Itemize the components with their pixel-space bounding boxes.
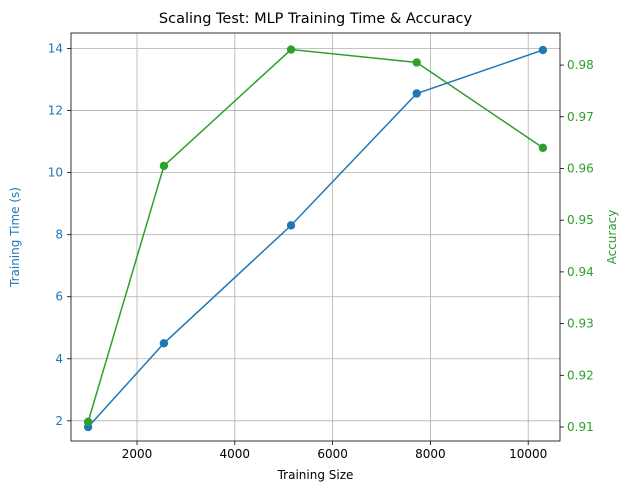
y-right-tick-label: 0.98	[567, 58, 594, 72]
axis-ticks: 2000 4000 6000 8000 10000 2 4 6 8 10 12 14 0.91 0.92 0…	[48, 42, 594, 461]
x-axis-label: Training Size	[277, 468, 354, 482]
y-right-tick-label: 0.96	[567, 161, 594, 175]
y-right-tick-label: 0.94	[567, 265, 594, 279]
x-tick-label: 4000	[220, 447, 251, 461]
y-right-tick-label: 0.95	[567, 213, 594, 227]
time-series-line	[87, 49, 544, 428]
y-right-tick-label: 0.91	[567, 420, 594, 434]
y-left-tick-label: 10	[48, 166, 63, 180]
y-left-tick-label: 4	[55, 352, 63, 366]
y-left-tick-label: 6	[55, 290, 63, 304]
accuracy-series-point	[83, 417, 93, 427]
x-tick-label: 10000	[509, 447, 547, 461]
chart-title: Scaling Test: MLP Training Time & Accura…	[159, 11, 473, 27]
y-axis-left-label: Training Time (s)	[8, 187, 22, 288]
y-left-tick-label: 2	[55, 414, 63, 428]
plot-frame	[70, 32, 561, 442]
accuracy-series-point	[159, 161, 169, 171]
y-left-tick-label: 8	[55, 228, 63, 242]
accuracy-series-point	[538, 143, 548, 152]
y-left-tick-label: 14	[48, 42, 63, 56]
time-series-point	[538, 45, 548, 55]
accuracy-series-line	[87, 48, 544, 423]
accuracy-series-point	[412, 58, 421, 67]
accuracy-series-point	[286, 45, 296, 54]
x-tick-label: 6000	[317, 447, 348, 461]
time-series-point	[412, 89, 421, 98]
time-series-point	[286, 221, 296, 230]
time-series-point	[159, 339, 169, 348]
y-axis-right-label: Accuracy	[605, 210, 619, 265]
y-right-tick-label: 0.93	[567, 317, 594, 331]
y-left-tick-label: 12	[48, 104, 63, 118]
grid	[71, 33, 560, 441]
series-layer	[83, 45, 548, 432]
y-right-tick-label: 0.92	[567, 368, 594, 382]
y-right-tick-label: 0.97	[567, 110, 594, 124]
x-tick-label: 8000	[415, 447, 446, 461]
x-tick-label: 2000	[122, 447, 153, 461]
